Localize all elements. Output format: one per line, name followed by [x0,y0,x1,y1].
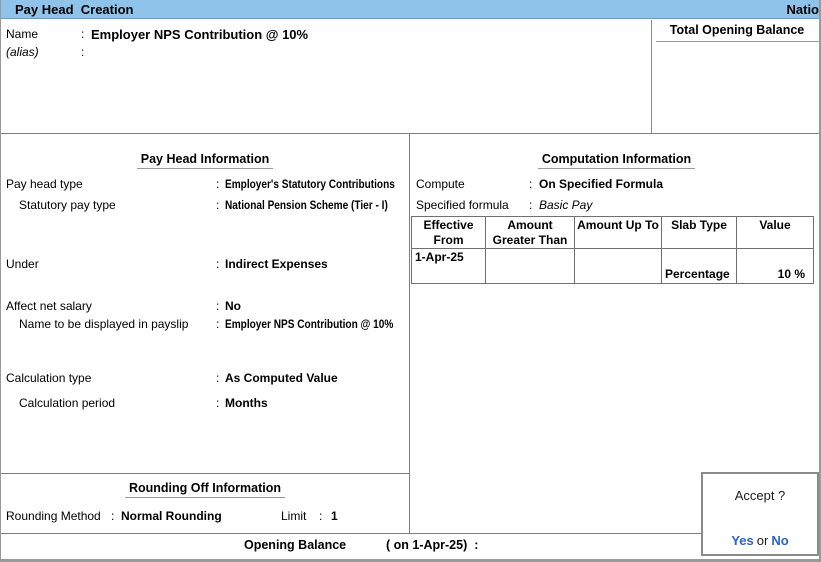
pay-head-type-value[interactable]: Employer's Statutory Contributions [225,177,395,191]
slab-table: Effective From Amount Greater Than Amoun… [411,216,814,284]
name-row: Name : Employer NPS Contribution @ 10% [1,27,651,42]
table-row: 1-Apr-25 Percentage 10 % [412,249,814,284]
page-title: Pay Head Creation [15,1,134,17]
field-row-statutory-pay-type: Statutory pay type : National Pension Sc… [1,198,409,213]
pay-head-information-heading: Pay Head Information [1,152,409,169]
field-row-pay-head-type: Pay head type : Employer's Statutory Con… [1,177,409,192]
compute-label: Compute [416,177,465,191]
field-row-affect-net-salary: Affect net salary : No [1,299,409,314]
header-effective-from: Effective From [412,217,486,248]
rounding-section-divider [1,473,409,474]
name-label: Name [6,27,39,41]
cell-effective-from[interactable]: 1-Apr-25 [412,249,486,283]
rounding-method-value[interactable]: Normal Rounding [121,509,222,523]
header-value: Value [737,217,814,248]
calculation-period-value[interactable]: Months [225,396,268,410]
calculation-type-value[interactable]: As Computed Value [225,371,338,385]
specified-formula-value[interactable]: Basic Pay [539,198,593,212]
opening-balance-label: Opening Balance [244,538,347,552]
panel-divider [409,133,410,533]
alias-label: (alias) [6,45,39,59]
field-row-calculation-period: Calculation period : Months [1,396,409,411]
payslip-name-value[interactable]: Employer NPS Contribution @ 10% [225,317,394,331]
cell-slab-type[interactable]: Percentage [662,249,737,283]
colon: : [216,299,220,313]
computation-information-heading: Computation Information [411,152,819,169]
field-row-calculation-type: Calculation type : As Computed Value [1,371,409,386]
affect-net-salary-label: Affect net salary [6,299,92,313]
limit-label: Limit [281,509,307,523]
field-row-compute: Compute : On Specified Formula [1,177,819,192]
cell-amount-greater-than[interactable] [486,249,575,283]
cell-value[interactable]: 10 % [737,249,814,283]
accept-dialog: Accept ? Yes or No [701,472,819,556]
colon: : [319,509,323,523]
cell-amount-up-to[interactable] [575,249,662,283]
colon: : [529,177,533,191]
specified-formula-label: Specified formula [416,198,509,212]
no-button[interactable]: No [771,533,789,548]
opening-balance-date: ( on 1-Apr-25) : [386,538,479,552]
colon: : [111,509,115,523]
header-amount-up-to: Amount Up To [575,217,662,248]
under-value[interactable]: Indirect Expenses [225,257,328,271]
header-amount-greater-than: Amount Greater Than [486,217,575,248]
alias-colon: : [81,45,85,59]
alias-row: (alias) : [1,45,651,60]
payslip-name-label: Name to be displayed in payslip [19,317,189,331]
colon: : [216,257,220,271]
colon: : [216,371,220,385]
total-opening-balance-heading: Total Opening Balance [669,23,805,37]
name-colon: : [81,27,85,41]
field-row-under: Under : Indirect Expenses [1,257,409,272]
total-opening-balance-box: Total Opening Balance [651,20,819,133]
top-section-divider [1,133,819,134]
slab-table-header: Effective From Amount Greater Than Amoun… [412,217,814,249]
field-row-specified-formula: Specified formula : Basic Pay [1,198,819,213]
pay-head-type-label: Pay head type [6,177,83,191]
name-input[interactable]: Employer NPS Contribution @ 10% [91,27,309,42]
rounding-off-heading: Rounding Off Information [1,481,409,498]
footer-divider [1,533,819,534]
yes-button[interactable]: Yes [731,533,754,548]
rounding-method-row: Rounding Method : Normal Rounding Limit … [1,509,409,524]
company-name: Natio [786,1,820,17]
colon: : [216,396,220,410]
compute-value[interactable]: On Specified Formula [539,177,664,191]
accept-actions: Yes or No [703,533,817,548]
colon: : [216,177,220,191]
calculation-period-label: Calculation period [19,396,116,410]
statutory-pay-type-label: Statutory pay type [19,198,116,212]
or-text: or [756,533,769,548]
colon: : [216,317,220,331]
total-opening-balance-underline [656,41,819,42]
title-bar: Pay Head Creation Natio [1,0,819,19]
calculation-type-label: Calculation type [6,371,92,385]
statutory-pay-type-value[interactable]: National Pension Scheme (Tier - I) [225,198,388,212]
under-label: Under [6,257,39,271]
colon: : [216,198,220,212]
rounding-method-label: Rounding Method [6,509,101,523]
colon: : [529,198,533,212]
field-row-payslip-name: Name to be displayed in payslip : Employ… [1,317,409,332]
limit-value[interactable]: 1 [331,509,338,523]
header-slab-type: Slab Type [662,217,737,248]
affect-net-salary-value[interactable]: No [225,299,241,313]
accept-question: Accept ? [734,488,786,503]
